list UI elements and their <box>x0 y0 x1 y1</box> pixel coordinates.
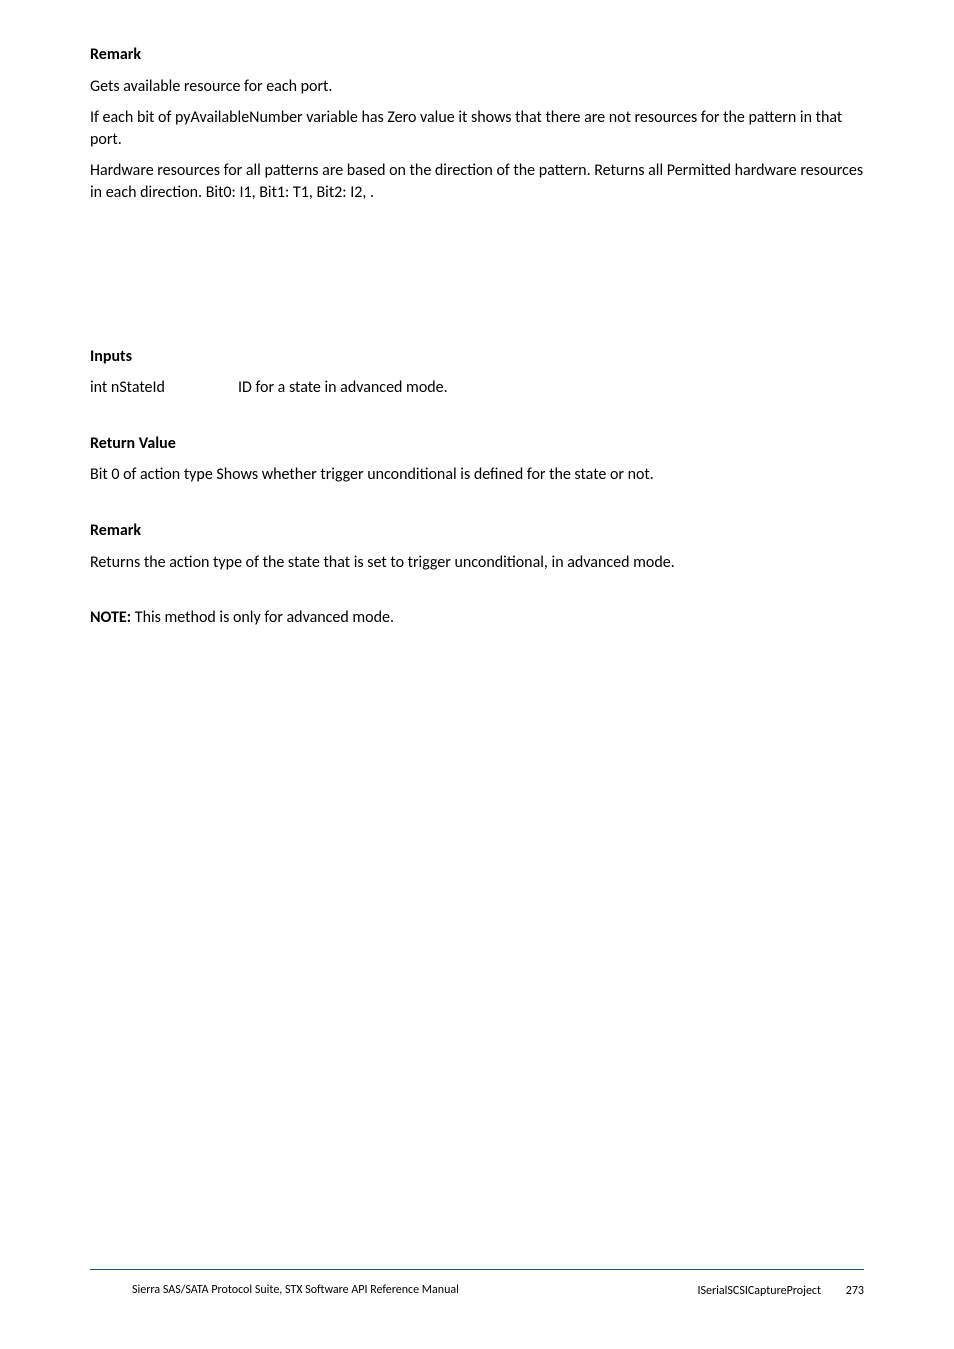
input-row: int nStateId ID for a state in advanced … <box>90 377 864 399</box>
spacer <box>90 583 864 607</box>
note-label: NOTE: <box>90 608 131 627</box>
footer-left-text: Sierra SAS/SATA Protocol Suite, STX Soft… <box>132 1282 459 1299</box>
page-footer: Sierra SAS/SATA Protocol Suite, STX Soft… <box>0 1269 954 1301</box>
footer-page-number: 273 <box>846 1284 864 1298</box>
return-value-p: Bit 0 of action type Shows whether trigg… <box>90 464 864 486</box>
input-name: int nStateId <box>90 377 238 399</box>
page-body: Remark Gets available resource for each … <box>0 0 954 629</box>
note-text: This method is only for advanced mode. <box>131 608 394 627</box>
remark1-p2: If each bit of pyAvailableNumber variabl… <box>90 107 864 150</box>
footer-right: ISerialSCSICaptureProject 273 <box>697 1282 864 1301</box>
remark2-p: Returns the action type of the state tha… <box>90 552 864 574</box>
spacer <box>90 214 864 346</box>
spacer <box>90 496 864 520</box>
return-value-heading: Return Value <box>90 433 864 455</box>
inputs-heading: Inputs <box>90 346 864 368</box>
spacer <box>90 409 864 433</box>
remark2-heading: Remark <box>90 520 864 542</box>
input-desc: ID for a state in advanced mode. <box>238 377 864 399</box>
remark1-heading: Remark <box>90 44 864 66</box>
note-line: NOTE: This method is only for advanced m… <box>90 607 864 629</box>
remark1-p3: Hardware resources for all patterns are … <box>90 160 864 203</box>
footer-content: Sierra SAS/SATA Protocol Suite, STX Soft… <box>0 1282 954 1301</box>
remark1-p1: Gets available resource for each port. <box>90 76 864 98</box>
footer-section-label: ISerialSCSICaptureProject <box>697 1284 821 1298</box>
footer-rule <box>90 1269 864 1270</box>
